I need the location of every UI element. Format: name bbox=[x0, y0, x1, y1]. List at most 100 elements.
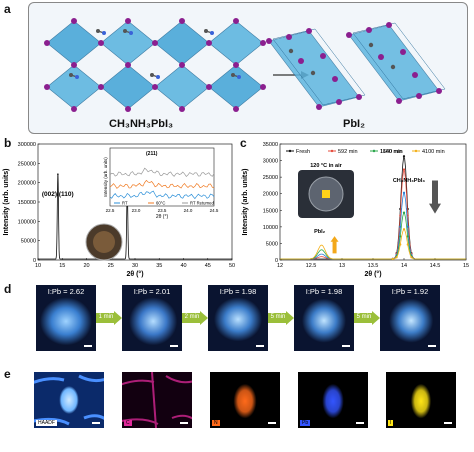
x-tick-label: 25 bbox=[108, 263, 114, 269]
series-point bbox=[399, 243, 402, 246]
perovskite-formula: CH₃NH₃PbI₃ bbox=[109, 118, 174, 130]
y-tick-label: 250000 bbox=[18, 161, 36, 167]
inset-x-tick-label: 23.5 bbox=[158, 208, 167, 213]
inset-legend-label: 60°C bbox=[156, 201, 165, 206]
x-tick-label: 20 bbox=[83, 263, 89, 269]
y-tick-label: 300000 bbox=[18, 142, 36, 148]
panel-c-label: c bbox=[240, 136, 247, 150]
temperature-annotation: 120 °C in air bbox=[310, 163, 342, 169]
sem-image-tile: I:Pb = 2.01 bbox=[122, 285, 182, 351]
time-step-arrow: 1 min bbox=[96, 311, 122, 325]
legend-marker bbox=[330, 149, 334, 153]
series-point bbox=[402, 155, 406, 158]
series-line bbox=[280, 228, 466, 260]
time-step-label: 1 min bbox=[98, 314, 114, 320]
ratio-label: I:Pb = 2.62 bbox=[47, 287, 85, 296]
y-tick-label: 0 bbox=[33, 258, 36, 264]
xrd-chart-b-svg: 0 50000 100000 150000 200000 250000 300000 10 15… bbox=[3, 142, 235, 278]
x-tick-label: 13.5 bbox=[368, 263, 379, 269]
perovskite-octahedra bbox=[46, 20, 264, 110]
element-tag: N bbox=[212, 420, 220, 426]
x-tick-label: 15 bbox=[59, 263, 65, 269]
x-tick-label: 50 bbox=[229, 263, 235, 269]
y-tick-label: 15000 bbox=[263, 208, 278, 214]
ratio-label: I:Pb = 1.98 bbox=[305, 287, 343, 296]
x-tick-label: 10 bbox=[35, 263, 41, 269]
legend-label: 1640 min bbox=[380, 149, 403, 155]
legend-marker bbox=[288, 149, 292, 153]
scale-bar bbox=[180, 422, 188, 424]
series-point bbox=[402, 211, 406, 214]
x-tick-label: 45 bbox=[205, 263, 211, 269]
eds-map-tile: Pb bbox=[298, 372, 368, 428]
increase-arrow bbox=[330, 236, 339, 254]
x-tick-label: 13 bbox=[339, 263, 345, 269]
series-point bbox=[399, 225, 402, 228]
panel-d-image-series: I:Pb = 2.62 I:Pb = 2.01 I:Pb = 1.98 I:Pb = … bbox=[0, 285, 474, 357]
y-tick-label: 100000 bbox=[18, 219, 36, 225]
y-axis-label: Intensity (arb. units) bbox=[3, 169, 10, 236]
y-tick-label: 35000 bbox=[263, 142, 278, 148]
legend-marker bbox=[414, 149, 418, 153]
time-step-label: 5 min bbox=[270, 314, 286, 320]
inset-x-tick-label: 24.5 bbox=[210, 208, 219, 213]
x-tick-label: 12 bbox=[277, 263, 283, 269]
x-tick-label: 14 bbox=[401, 263, 407, 269]
pbi2-annotation: PbI₂ bbox=[314, 229, 326, 235]
ratio-label: I:Pb = 1.98 bbox=[219, 287, 257, 296]
element-tag: Pb bbox=[300, 420, 311, 426]
scale-bar bbox=[342, 345, 350, 347]
y-tick-label: 150000 bbox=[18, 200, 36, 206]
element-tag: C bbox=[124, 420, 132, 426]
series-point bbox=[406, 243, 409, 246]
time-step-arrow: 5 min bbox=[268, 311, 294, 325]
xrd-pattern-line bbox=[38, 174, 232, 260]
panel-b-label: b bbox=[4, 136, 12, 150]
panel-e-label: e bbox=[4, 367, 11, 381]
scale-bar bbox=[428, 345, 436, 347]
panel-e-eds-maps: HAADF C N Pb I bbox=[0, 370, 474, 450]
sample-photo-center bbox=[93, 231, 115, 253]
pbi2-layers bbox=[266, 22, 446, 110]
x-tick-label: 30 bbox=[132, 263, 138, 269]
y-tick-label: 50000 bbox=[21, 239, 36, 245]
legend-label: 592 min bbox=[338, 149, 358, 155]
inset-x-tick-label: 24.0 bbox=[184, 208, 193, 213]
y-tick-label: 10000 bbox=[263, 225, 278, 231]
x-tick-label: 40 bbox=[180, 263, 186, 269]
pbi2-formula: PbI₂ bbox=[343, 118, 365, 130]
y-tick-label: 20000 bbox=[263, 192, 278, 198]
decrease-arrow bbox=[429, 180, 441, 214]
panel-a-frame: CH₃NH₃PbI₃ PbI₂ bbox=[28, 2, 468, 134]
crystal-structure-illustration bbox=[44, 18, 446, 112]
panel-d-label: d bbox=[4, 282, 12, 296]
scale-bar bbox=[84, 345, 92, 347]
xrd-chart-c: 0 5000 10000 15000 20000 25000 30000 35000 12 12.… bbox=[238, 136, 474, 284]
element-tag: I bbox=[388, 420, 394, 426]
series-point bbox=[399, 235, 402, 238]
series-line bbox=[280, 212, 466, 260]
scale-bar bbox=[170, 345, 178, 347]
inset-legend-label: RT Returned bbox=[190, 201, 214, 206]
element-tag: HAADF bbox=[36, 420, 57, 426]
y-tick-label: 200000 bbox=[18, 181, 36, 187]
eds-map-tile: HAADF bbox=[34, 372, 104, 428]
scale-bar bbox=[268, 422, 276, 424]
time-step-arrow: 2 min bbox=[182, 311, 208, 325]
inset-x-tick-label: 22.5 bbox=[106, 208, 115, 213]
time-step-label: 5 min bbox=[356, 314, 372, 320]
xrd-peak-point bbox=[57, 173, 59, 175]
xrd-chart-c-svg: 0 5000 10000 15000 20000 25000 30000 35000 12 12.… bbox=[242, 142, 469, 278]
sem-image-tile: I:Pb = 2.62 bbox=[36, 285, 96, 351]
series-point bbox=[395, 256, 398, 259]
panel-a-label: a bbox=[4, 2, 11, 16]
y-tick-label: 5000 bbox=[266, 241, 278, 247]
x-axis-label: 2θ (°) bbox=[126, 270, 143, 278]
sample-chip bbox=[322, 190, 330, 198]
legend-label: Fresh bbox=[296, 149, 310, 155]
x-tick-label: 12.5 bbox=[306, 263, 317, 269]
scale-bar bbox=[256, 345, 264, 347]
series-point bbox=[406, 225, 409, 228]
perovskite-annotation: CH₃NH₃PbI₃ bbox=[393, 178, 426, 184]
sem-image-tile: I:Pb = 1.98 bbox=[208, 285, 268, 351]
